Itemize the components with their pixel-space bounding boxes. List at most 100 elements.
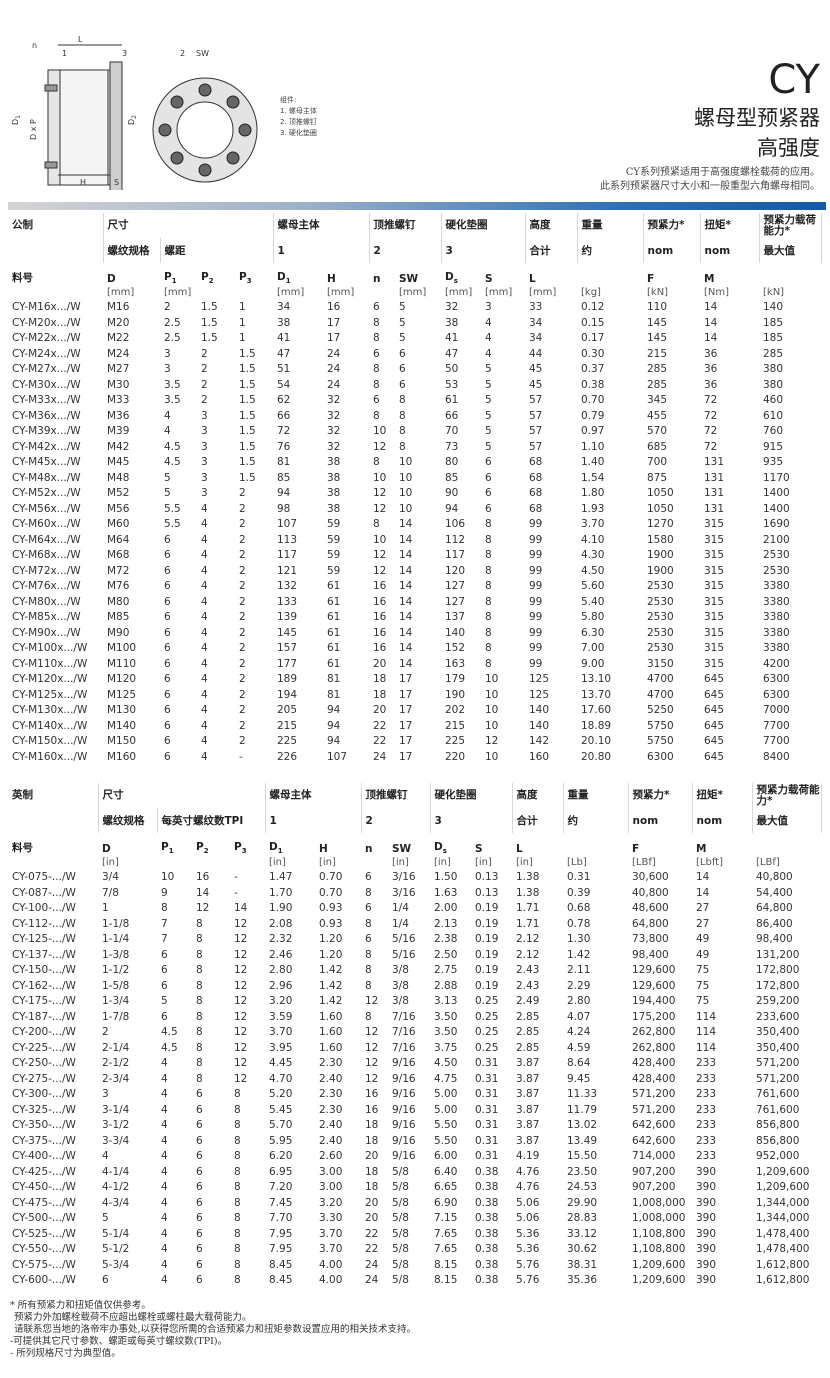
cell: 4.24	[567, 1026, 591, 1039]
cell: 8	[373, 363, 380, 376]
cell: 127	[445, 580, 466, 593]
cell: 99	[529, 611, 543, 624]
cell: M68	[107, 549, 130, 562]
cell: 129,600	[632, 964, 676, 977]
cell: 2.11	[567, 964, 591, 977]
subtitle: 螺母型预紧器	[694, 106, 820, 130]
cell: 0.19	[475, 964, 499, 977]
cell: 17.60	[581, 704, 612, 717]
cell: 3/4	[102, 871, 119, 884]
symbol-text: 料号	[12, 272, 33, 284]
cell: 0.38	[581, 378, 605, 391]
cell: 99	[529, 642, 543, 655]
cell: 163	[445, 657, 466, 670]
cell: 110	[647, 301, 668, 314]
cell: 233	[696, 1057, 717, 1070]
data-row: CY-M120x.../W M120 6 4 2 189 81 18 17 179 10 125 13.…	[8, 672, 821, 688]
cell: 2-1/4	[102, 1041, 130, 1054]
cell: 3.50	[434, 1026, 458, 1039]
sub-header: nom	[628, 808, 693, 833]
data-row: CY-112-.../W 1-1/8 7 8 12 2.08 0.93 8 1/4 2.13 0.1…	[8, 917, 821, 933]
header-bar	[8, 202, 826, 210]
cell: 2530	[647, 595, 674, 608]
data-row: CY-575-.../W 5-3/4 4 6 8 8.45 4.00 24 5/8 8.15 0.3…	[8, 1258, 821, 1274]
unit: [kg]	[581, 287, 601, 298]
cell: 0.68	[567, 902, 591, 915]
cell: 12	[373, 502, 387, 515]
cell: 1,344,000	[756, 1212, 810, 1225]
cell: CY-M24x.../W	[12, 347, 81, 360]
cell: 27	[696, 902, 710, 915]
cell: 4	[164, 425, 171, 438]
cell: 2530	[647, 642, 674, 655]
data-row: CY-475-.../W 4-3/4 4 6 8 7.45 3.20 20 5/8 6.90 0.3…	[8, 1196, 821, 1212]
cell: CY-M150x.../W	[12, 735, 88, 748]
cell: 8	[399, 440, 406, 453]
symbol: P2	[197, 263, 235, 285]
cell: 17	[399, 673, 413, 686]
cell: CY-M125x.../W	[12, 688, 88, 701]
cell: 4	[201, 626, 208, 639]
cell: 14	[704, 316, 718, 329]
cell: 38	[327, 487, 341, 500]
cell: 5.36	[516, 1227, 540, 1240]
sub-header: 螺距	[160, 238, 274, 263]
label-dxp: D x P	[29, 119, 38, 140]
cell: 98	[277, 502, 291, 515]
cell: 20	[373, 704, 387, 717]
cell: 5/8	[392, 1181, 409, 1194]
cell: 49	[696, 933, 710, 946]
cell: 0.38	[475, 1227, 499, 1240]
cell: 1.5	[239, 409, 256, 422]
cell: 133	[277, 595, 298, 608]
cell: 645	[704, 735, 725, 748]
cell: 5.06	[516, 1196, 540, 1209]
cell: 86,400	[756, 917, 793, 930]
cell: 14	[399, 626, 413, 639]
cell: 6.90	[434, 1196, 458, 1209]
cell: 1.5	[239, 394, 256, 407]
cell: CY-175-.../W	[12, 995, 76, 1008]
cell: 3.87	[516, 1134, 540, 1147]
cell: 1.54	[581, 471, 605, 484]
cell: 3.5	[164, 394, 181, 407]
cell: 24	[373, 750, 387, 763]
cell: 3.5	[164, 378, 181, 391]
cell: 2	[201, 347, 208, 360]
unit: [in]	[516, 857, 533, 868]
cell: 390	[696, 1243, 717, 1256]
cell: 12	[373, 440, 387, 453]
cell: 215	[277, 719, 298, 732]
symbol	[563, 833, 628, 855]
cell: 3	[201, 425, 208, 438]
cell: 4	[161, 1088, 168, 1101]
cell: 16	[365, 1088, 379, 1101]
cell: 59	[327, 549, 341, 562]
cell: 0.19	[475, 948, 499, 961]
cell: 121	[277, 564, 298, 577]
cell: CY-M100x.../W	[12, 642, 88, 655]
cell: 12	[234, 995, 248, 1008]
cell: 7.95	[269, 1227, 293, 1240]
cell: 4	[201, 595, 208, 608]
cell: 1.5	[239, 425, 256, 438]
symbol: P3	[230, 833, 265, 855]
cell: 1.5	[239, 378, 256, 391]
cell: 145	[647, 332, 668, 345]
cell: 2.5	[164, 332, 181, 345]
sub-header: 3	[441, 238, 526, 263]
cell: 0.13	[475, 886, 499, 899]
symbol-text: H	[319, 843, 328, 855]
cell: 8	[234, 1227, 241, 1240]
cell: 7700	[763, 719, 790, 732]
cell: 6300	[763, 673, 790, 686]
cell: M22	[107, 332, 130, 345]
cell: 40,800	[632, 886, 669, 899]
cell: 3	[164, 363, 171, 376]
cell: 8	[485, 595, 492, 608]
cell: 179	[445, 673, 466, 686]
cell: 24	[327, 347, 341, 360]
cell: 220	[445, 750, 466, 763]
cell: 2	[239, 518, 246, 531]
cell: 3.00	[319, 1165, 343, 1178]
